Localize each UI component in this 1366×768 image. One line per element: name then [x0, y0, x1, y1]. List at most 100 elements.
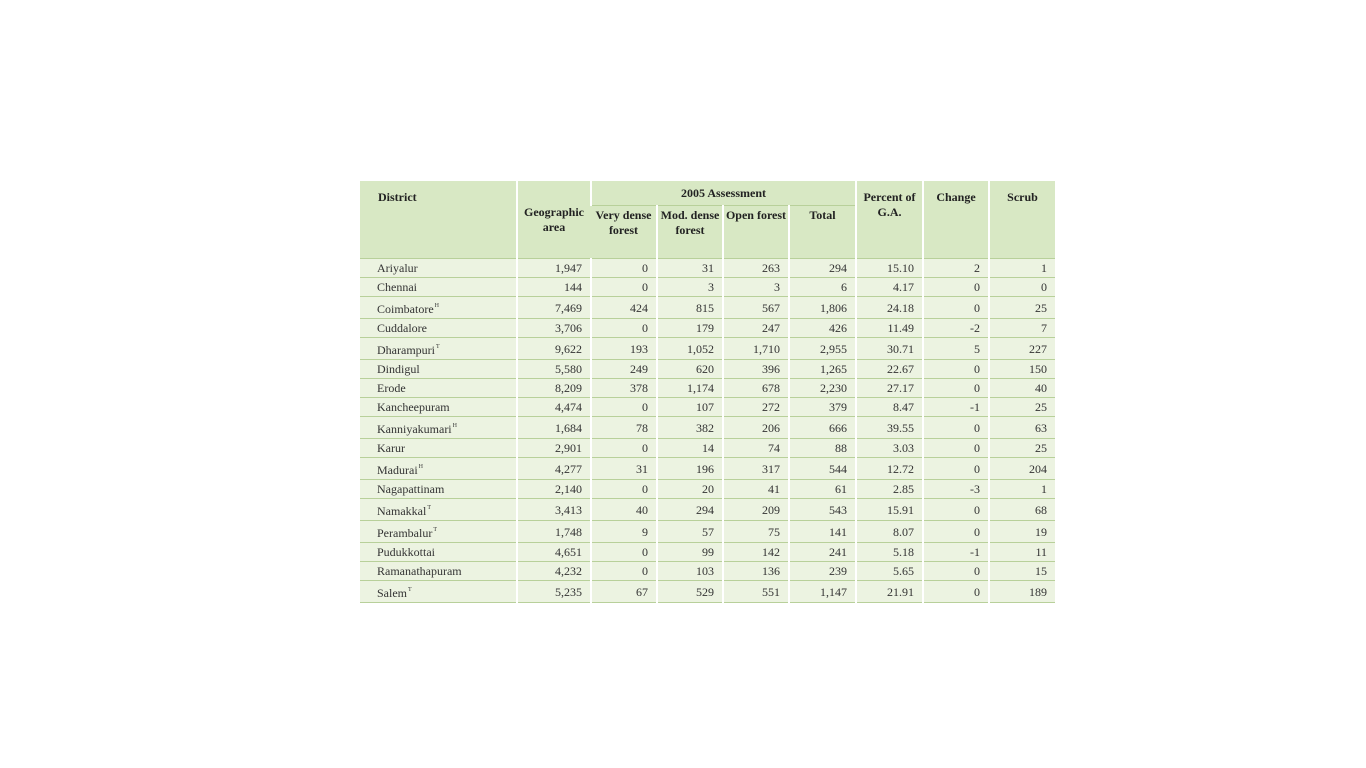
- total-cell: 379: [787, 397, 857, 417]
- forest-cover-table: District Geographic area 2005 Assessment…: [360, 181, 1056, 603]
- header-mod-dense-forest: Mod. dense forest: [656, 205, 723, 259]
- open-forest-cell: 567: [722, 296, 789, 319]
- header-scrub: Scrub: [988, 181, 1056, 259]
- percent-ga-cell: 22.67: [855, 359, 924, 379]
- geographic-area-cell: 1,748: [516, 520, 591, 543]
- scrub-cell: 0: [988, 277, 1056, 297]
- table-row: Dindigul 5,580 249 620 396 1,265 22.67 0 150: [360, 359, 1056, 379]
- scrub-cell: 11: [988, 542, 1056, 562]
- open-forest-cell: 263: [722, 258, 789, 278]
- mod-dense-forest-cell: 382: [656, 416, 723, 439]
- geographic-area-cell: 4,277: [516, 457, 591, 480]
- percent-ga-cell: 15.91: [855, 498, 924, 521]
- scrub-cell: 1: [988, 479, 1056, 499]
- percent-ga-cell: 5.18: [855, 542, 924, 562]
- district-name: Perambalur: [377, 526, 433, 540]
- total-cell: 61: [787, 479, 857, 499]
- mod-dense-forest-cell: 57: [656, 520, 723, 543]
- very-dense-forest-cell: 0: [590, 397, 657, 417]
- district-footnote-mark: H: [452, 423, 457, 429]
- table-header: District Geographic area 2005 Assessment…: [360, 181, 1056, 259]
- change-cell: 0: [922, 561, 990, 581]
- scrub-cell: 68: [988, 498, 1056, 521]
- total-cell: 426: [787, 318, 857, 338]
- percent-ga-cell: 8.07: [855, 520, 924, 543]
- table-row: NamakkalT 3,413 40 294 209 543 15.91 0 68: [360, 498, 1056, 521]
- district-cell: SalemT: [360, 580, 517, 603]
- open-forest-cell: 41: [722, 479, 789, 499]
- scrub-cell: 25: [988, 438, 1056, 458]
- mod-dense-forest-cell: 20: [656, 479, 723, 499]
- total-cell: 239: [787, 561, 857, 581]
- change-cell: 0: [922, 378, 990, 398]
- percent-ga-cell: 4.17: [855, 277, 924, 297]
- percent-ga-cell: 21.91: [855, 580, 924, 603]
- district-cell: Chennai: [360, 277, 517, 297]
- table-row: PerambalurT 1,748 9 57 75 141 8.07 0 19: [360, 520, 1056, 543]
- very-dense-forest-cell: 0: [590, 479, 657, 499]
- district-cell: KanniyakumariH: [360, 416, 517, 439]
- table-row: Nagapattinam 2,140 0 20 41 61 2.85 -3 1: [360, 479, 1056, 499]
- percent-ga-cell: 8.47: [855, 397, 924, 417]
- total-cell: 666: [787, 416, 857, 439]
- total-cell: 141: [787, 520, 857, 543]
- percent-ga-cell: 27.17: [855, 378, 924, 398]
- geographic-area-cell: 9,622: [516, 337, 591, 360]
- table-row: DharampuriT 9,622 193 1,052 1,710 2,955 30.71 5…: [360, 337, 1056, 360]
- table-body: Ariyalur 1,947 0 31 263 294 15.10 2 1 Chennai 144 0…: [360, 258, 1056, 603]
- geographic-area-cell: 5,580: [516, 359, 591, 379]
- geographic-area-cell: 3,413: [516, 498, 591, 521]
- change-cell: -2: [922, 318, 990, 338]
- district-cell: CoimbatoreH: [360, 296, 517, 319]
- percent-ga-cell: 15.10: [855, 258, 924, 278]
- mod-dense-forest-cell: 294: [656, 498, 723, 521]
- district-name: Ariyalur: [377, 261, 418, 275]
- total-cell: 1,265: [787, 359, 857, 379]
- open-forest-cell: 206: [722, 416, 789, 439]
- scrub-cell: 25: [988, 397, 1056, 417]
- geographic-area-cell: 1,684: [516, 416, 591, 439]
- district-cell: Nagapattinam: [360, 479, 517, 499]
- percent-ga-cell: 30.71: [855, 337, 924, 360]
- mod-dense-forest-cell: 103: [656, 561, 723, 581]
- scrub-cell: 150: [988, 359, 1056, 379]
- very-dense-forest-cell: 67: [590, 580, 657, 603]
- very-dense-forest-cell: 193: [590, 337, 657, 360]
- scrub-cell: 1: [988, 258, 1056, 278]
- change-cell: 0: [922, 498, 990, 521]
- total-cell: 544: [787, 457, 857, 480]
- change-cell: 0: [922, 277, 990, 297]
- district-cell: PerambalurT: [360, 520, 517, 543]
- header-change: Change: [922, 181, 990, 259]
- header-total: Total: [787, 205, 857, 259]
- change-cell: -1: [922, 397, 990, 417]
- header-open-forest: Open forest: [722, 205, 789, 259]
- total-cell: 88: [787, 438, 857, 458]
- table-row: Chennai 144 0 3 3 6 4.17 0 0: [360, 277, 1056, 297]
- very-dense-forest-cell: 0: [590, 438, 657, 458]
- percent-ga-cell: 3.03: [855, 438, 924, 458]
- open-forest-cell: 396: [722, 359, 789, 379]
- very-dense-forest-cell: 9: [590, 520, 657, 543]
- mod-dense-forest-cell: 14: [656, 438, 723, 458]
- mod-dense-forest-cell: 31: [656, 258, 723, 278]
- open-forest-cell: 74: [722, 438, 789, 458]
- geographic-area-cell: 2,901: [516, 438, 591, 458]
- district-name: Salem: [377, 586, 407, 600]
- header-percent-ga: Percent of G.A.: [855, 181, 924, 259]
- very-dense-forest-cell: 0: [590, 277, 657, 297]
- total-cell: 2,230: [787, 378, 857, 398]
- open-forest-cell: 551: [722, 580, 789, 603]
- table-row: Ariyalur 1,947 0 31 263 294 15.10 2 1: [360, 258, 1056, 278]
- percent-ga-cell: 12.72: [855, 457, 924, 480]
- change-cell: 0: [922, 359, 990, 379]
- open-forest-cell: 3: [722, 277, 789, 297]
- scrub-cell: 7: [988, 318, 1056, 338]
- district-cell: Pudukkottai: [360, 542, 517, 562]
- table-row: Cuddalore 3,706 0 179 247 426 11.49 -2 7: [360, 318, 1056, 338]
- mod-dense-forest-cell: 3: [656, 277, 723, 297]
- district-name: Chennai: [377, 280, 417, 294]
- total-cell: 6: [787, 277, 857, 297]
- district-name: Pudukkottai: [377, 545, 436, 559]
- table-row: KanniyakumariH 1,684 78 382 206 666 39.55 0 63: [360, 416, 1056, 439]
